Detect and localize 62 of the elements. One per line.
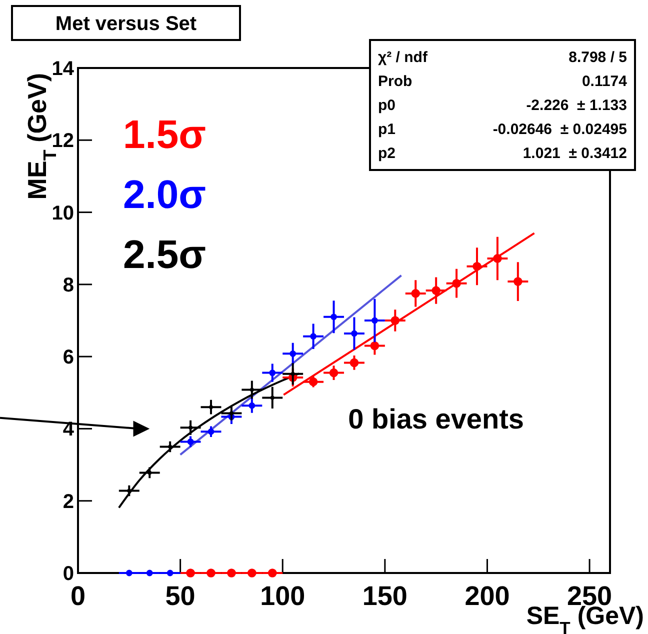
point: [250, 388, 254, 392]
x-tick-label: 50: [165, 581, 196, 611]
y-tick-label: 8: [62, 274, 74, 296]
text: 8.798 / 5: [568, 49, 627, 66]
text: 2.5σ: [123, 233, 206, 277]
point: [148, 470, 152, 475]
point: [188, 426, 193, 430]
x-tick-label: 100: [260, 581, 306, 611]
y-tick-label: 6: [62, 346, 74, 369]
point: [206, 568, 216, 578]
chart-title: Met versus Set: [55, 13, 197, 35]
y-tick-label: 0: [62, 563, 74, 585]
y-tick-label: 10: [52, 202, 74, 224]
point: [229, 411, 234, 416]
point: [514, 277, 522, 286]
point: [390, 316, 400, 325]
text: 2.0σ: [123, 173, 206, 217]
point: [146, 570, 153, 576]
point: [432, 286, 440, 295]
annotation: p2: [378, 145, 396, 162]
point: [268, 568, 277, 578]
point: [330, 314, 337, 320]
point: [452, 278, 461, 288]
point: [187, 438, 194, 445]
text: χ² / ndf: [378, 49, 428, 66]
point: [308, 377, 318, 386]
point: [472, 262, 482, 271]
annotation: 0.1174: [582, 73, 628, 90]
point: [351, 330, 358, 337]
point: [411, 289, 420, 298]
point: [248, 402, 256, 409]
y-tick-label: 14: [52, 58, 75, 80]
annotation: -0.02646 ± 0.02495: [492, 121, 627, 138]
point: [127, 488, 132, 493]
point: [290, 350, 296, 357]
point: [270, 396, 274, 400]
x-tick-label: 200: [464, 581, 510, 611]
point: [493, 254, 502, 263]
point: [209, 405, 213, 410]
point: [186, 568, 195, 578]
annotation: -2.226 ± 1.133: [526, 97, 627, 114]
point: [208, 428, 214, 435]
annotation: 0 bias events: [348, 404, 524, 435]
point: [290, 372, 295, 376]
annotation: p0: [378, 97, 396, 114]
point: [310, 333, 317, 340]
annotation: 1.021 ± 0.3412: [522, 145, 627, 162]
point: [126, 570, 132, 576]
point: [248, 568, 256, 578]
point: [166, 570, 174, 576]
point: [350, 358, 359, 368]
y-tick-label: 2: [62, 490, 74, 513]
annotation: p1: [378, 121, 396, 138]
text: 1.5σ: [123, 113, 206, 157]
point: [227, 568, 236, 578]
point: [269, 370, 276, 376]
point: [370, 341, 380, 350]
annotation: Prob: [378, 73, 412, 90]
x-tick-label: 150: [362, 581, 408, 611]
point: [329, 368, 338, 378]
point: [168, 444, 172, 449]
point: [371, 317, 378, 324]
